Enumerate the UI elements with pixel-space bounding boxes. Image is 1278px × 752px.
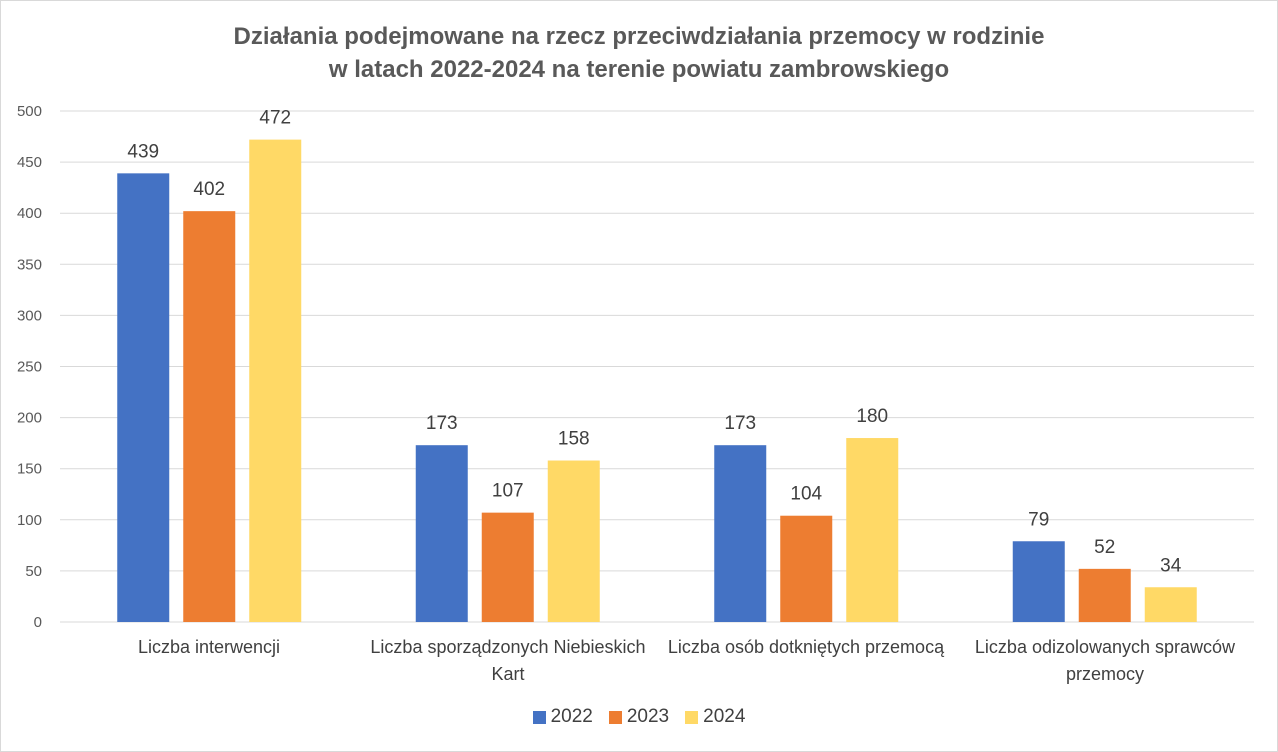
y-tick-label: 0 <box>34 614 42 631</box>
legend-swatch <box>608 710 622 724</box>
y-tick-label: 400 <box>17 205 42 222</box>
data-label: 158 <box>558 429 590 450</box>
bar-series-1-category-1 <box>117 173 170 623</box>
x-category-label-4: Liczba odizolowanych sprawców przemocy <box>974 637 1236 684</box>
legend-item-series-1: 2022 <box>532 706 593 728</box>
bar-series-3-category-3 <box>846 438 899 622</box>
bar-series-1-category-3 <box>714 445 767 622</box>
data-label: 104 <box>790 484 822 505</box>
data-label: 439 <box>127 141 159 162</box>
data-label: 173 <box>426 413 458 434</box>
data-labels: 439 402 472 173 107 158 173 104 180 79 52 34 <box>127 108 1181 577</box>
data-label: 180 <box>856 406 888 427</box>
legend-item-series-2: 2023 <box>608 706 670 728</box>
y-tick-label: 200 <box>17 410 42 427</box>
data-label: 402 <box>193 179 225 200</box>
bar-series-3-category-4 <box>1144 587 1197 622</box>
y-tick-label: 50 <box>25 563 42 580</box>
y-tick-label: 500 <box>17 103 42 120</box>
data-label: 34 <box>1160 555 1182 576</box>
y-tick-label: 150 <box>17 461 42 478</box>
bar-series-3-category-1 <box>249 139 302 622</box>
legend-label: 2023 <box>626 706 670 727</box>
data-label: 107 <box>492 481 524 502</box>
legend: 2022 2023 2024 <box>0 704 1278 730</box>
data-label: 52 <box>1094 537 1115 558</box>
data-label: 472 <box>259 108 291 129</box>
y-axis-tick-labels: 0 50 100 150 200 250 300 350 400 450 500 <box>17 103 42 631</box>
chart-title: Działania podejmowane na rzecz przeciwdz… <box>0 20 1278 86</box>
y-tick-label: 100 <box>17 512 42 529</box>
legend-swatch <box>532 710 546 724</box>
bar-series-2-category-1 <box>183 211 236 622</box>
y-tick-label: 300 <box>17 307 42 324</box>
bar-series-2-category-2 <box>481 512 534 622</box>
x-category-label-1: Liczba interwencji <box>137 637 281 657</box>
y-tick-label: 250 <box>17 359 42 376</box>
chart-title-line-2: w latach 2022-2024 na terenie powiatu za… <box>328 56 950 83</box>
bar-series-1-category-4 <box>1012 541 1065 622</box>
legend-label: 2024 <box>703 706 746 727</box>
y-tick-label: 350 <box>17 256 42 273</box>
legend-label: 2022 <box>550 706 593 727</box>
bar-series-2-category-4 <box>1078 568 1131 622</box>
legend-item-series-3: 2024 <box>685 706 745 728</box>
bar-series-2-category-3 <box>780 515 833 622</box>
x-category-label-3: Liczba osób dotkniętych przemocą <box>667 637 945 657</box>
legend-swatch <box>685 710 699 724</box>
gridlines <box>60 110 1254 623</box>
chart-title-line-1: Działania podejmowane na rzecz przeciwdz… <box>233 23 1045 50</box>
data-label: 79 <box>1028 509 1049 530</box>
bar-series-1-category-2 <box>415 445 468 622</box>
x-category-label-2: Liczba sporządzonych Niebieskich Kart <box>370 637 646 684</box>
data-label: 173 <box>724 413 756 434</box>
y-tick-label: 450 <box>17 154 42 171</box>
bar-series-3-category-2 <box>547 460 600 622</box>
bars <box>117 139 1197 623</box>
